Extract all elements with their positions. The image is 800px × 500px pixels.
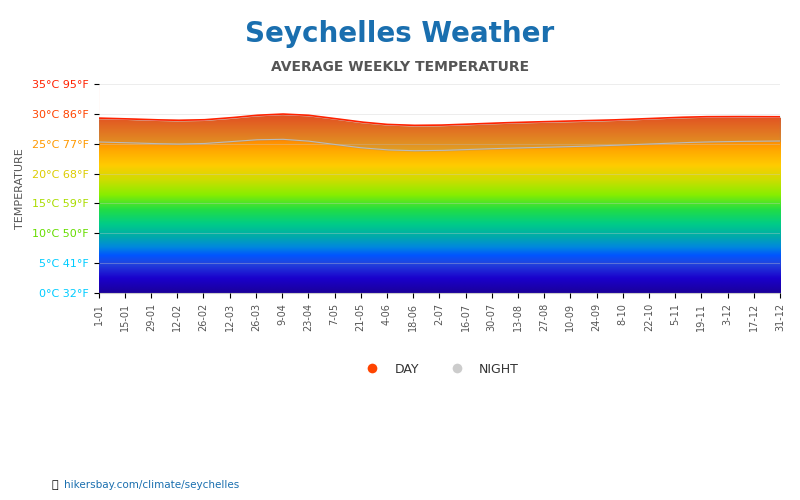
Y-axis label: TEMPERATURE: TEMPERATURE [15, 148, 25, 229]
Text: AVERAGE WEEKLY TEMPERATURE: AVERAGE WEEKLY TEMPERATURE [271, 60, 529, 74]
Legend: DAY, NIGHT: DAY, NIGHT [354, 358, 524, 381]
Text: 📍: 📍 [52, 480, 58, 490]
Text: hikersbay.com/climate/seychelles: hikersbay.com/climate/seychelles [64, 480, 239, 490]
Text: Seychelles Weather: Seychelles Weather [246, 20, 554, 48]
